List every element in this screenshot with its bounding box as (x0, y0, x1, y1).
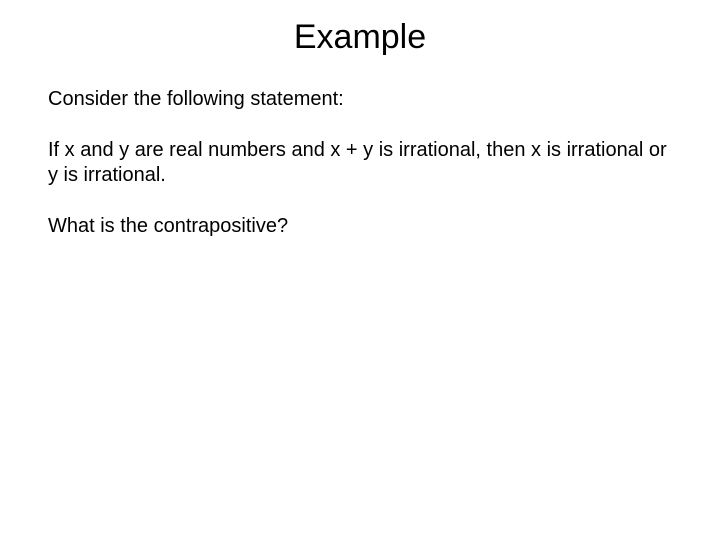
intro-paragraph: Consider the following statement: (48, 87, 672, 112)
slide-title: Example (48, 18, 672, 57)
statement-paragraph: If x and y are real numbers and x + y is… (48, 138, 672, 188)
question-paragraph: What is the contrapositive? (48, 214, 672, 239)
